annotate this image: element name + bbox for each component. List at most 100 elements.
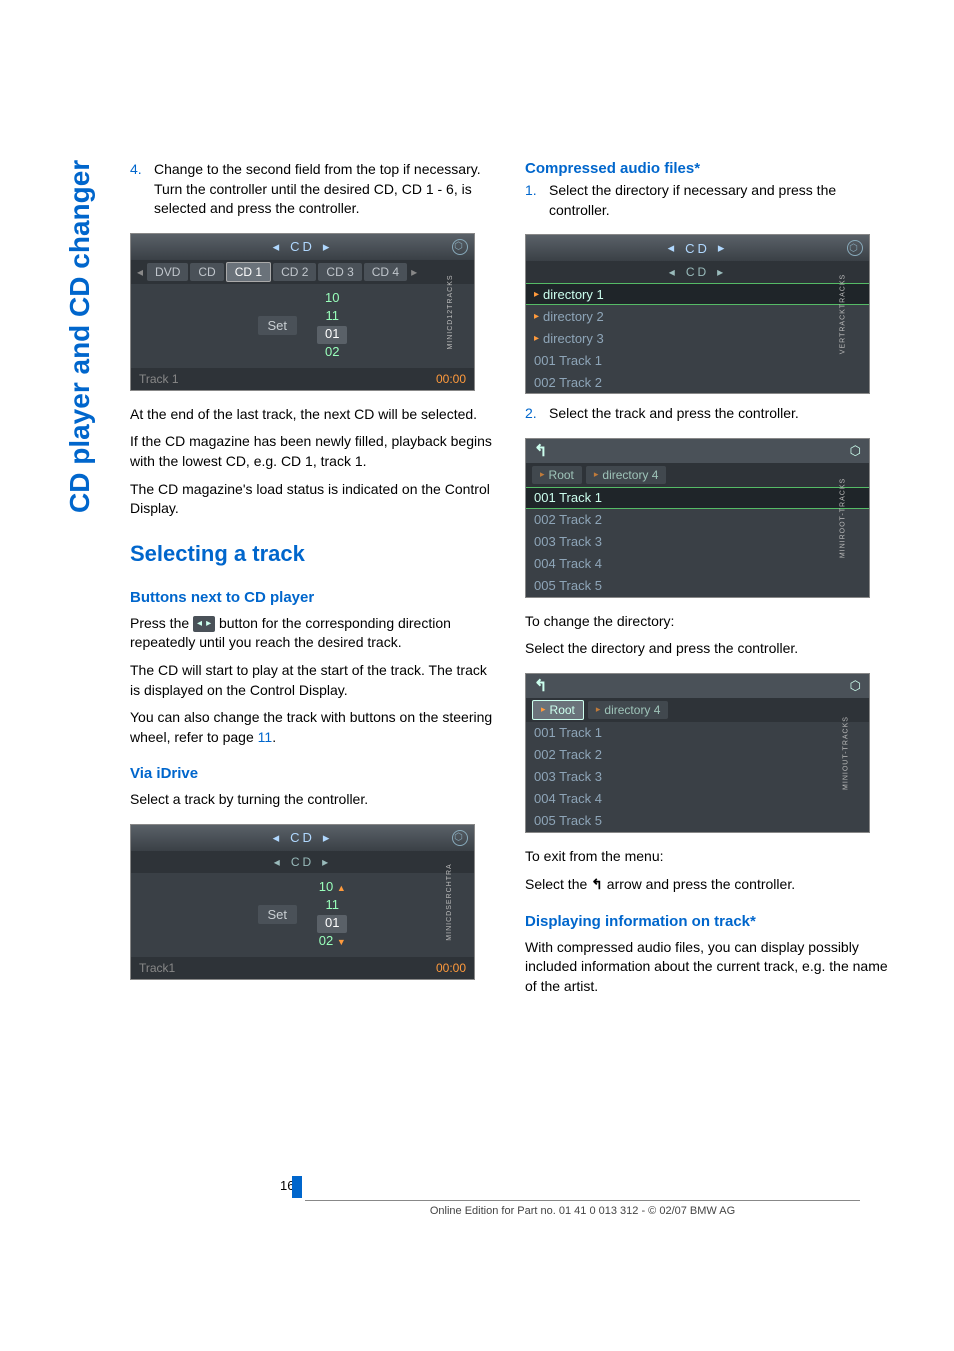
row-label: 003 Track 3: [534, 769, 602, 784]
chevron-icon: ▸: [534, 333, 539, 344]
arrow-right-icon: ▸: [717, 265, 726, 279]
back-arrow-icon: ↰: [534, 676, 547, 696]
page-content: 4. Change to the second field from the t…: [130, 160, 890, 1000]
row-label: 002 Track 2: [534, 375, 602, 390]
text-fragment: .: [272, 729, 276, 745]
arrow-left-icon: ◂: [668, 240, 678, 256]
back-arrow-icon: ↰: [534, 441, 547, 461]
arrow-left-icon: ◂: [273, 239, 283, 255]
display-subheader: ◂ CD ▸: [526, 261, 869, 283]
chevron-icon: ▸: [534, 289, 539, 300]
list-row: 002 Track 2: [526, 371, 869, 393]
text-fragment: Select the: [525, 876, 591, 892]
crumb-label: directory 4: [604, 703, 660, 717]
breadcrumb: ▸Root ▸directory 4: [526, 698, 869, 722]
info-icon: ⬡: [452, 239, 468, 255]
info-icon: ⬡: [452, 830, 468, 846]
chevron-icon: ▸: [596, 704, 601, 715]
list-row-selected: 001 Track 1: [526, 487, 869, 509]
crumb-label: Root: [550, 703, 575, 717]
para-exit2: Select the ↰ arrow and press the control…: [525, 875, 890, 895]
page-ref-link[interactable]: 11: [258, 729, 273, 745]
list-row: 003 Track 3: [526, 766, 869, 788]
tab-next-icon: ▸: [409, 263, 419, 281]
para-steering-wheel: You can also change the track with butto…: [130, 708, 495, 747]
arrow-right-icon: ▸: [718, 240, 728, 256]
step-text: Change to the second field from the top …: [154, 160, 495, 219]
para-newly-filled: If the CD magazine has been newly filled…: [130, 432, 495, 471]
section-tab: CD player and CD changer: [62, 160, 98, 660]
step-4: 4. Change to the second field from the t…: [130, 160, 495, 219]
tab-cd4: CD 4: [364, 263, 407, 281]
step-number: 1.: [525, 181, 549, 220]
track-num-selected: 01: [317, 915, 347, 933]
track-list: 001 Track 1 002 Track 2 003 Track 3 004 …: [526, 487, 869, 597]
display-directory-list: ◂ CD ▸ ⬡ ◂ CD ▸ ▸directory 1 ▸directory …: [525, 234, 870, 394]
row-label: 003 Track 3: [534, 534, 602, 549]
row-label: directory 3: [543, 331, 604, 346]
para-select-track: Select a track by turning the controller…: [130, 790, 495, 810]
step-text: Select the directory if necessary and pr…: [549, 181, 890, 220]
list-row: 005 Track 5: [526, 575, 869, 597]
figure-code: MINIROOT-TRACKS: [839, 478, 846, 558]
text-fragment: You can also change the track with butto…: [130, 709, 492, 745]
row-label: 002 Track 2: [534, 747, 602, 762]
text-fragment: arrow and press the controller.: [603, 876, 795, 892]
crumb-root: ▸Root: [532, 466, 582, 484]
display-title: CD: [290, 239, 315, 254]
crumb-directory: ▸directory 4: [588, 701, 669, 719]
track-num: 11: [326, 897, 340, 915]
list-row: ▸directory 2: [526, 305, 869, 327]
arrow-left-icon: ◂: [274, 855, 283, 869]
up-arrow-icon: ▲: [337, 883, 346, 893]
set-label: Set: [258, 905, 298, 924]
display-header: ◂ CD ▸ ⬡: [526, 235, 869, 261]
track-num: 11: [326, 308, 340, 326]
row-label: 001 Track 1: [534, 490, 602, 505]
info-icon: ⬡: [850, 443, 861, 459]
figure-code: MINICD12TRACKS: [447, 274, 454, 349]
back-row: ↰ ⬡: [526, 674, 869, 698]
track-numbers: 10 ▲ 11 01 02 ▼: [317, 879, 347, 951]
row-label: 001 Track 1: [534, 725, 602, 740]
set-label: Set: [258, 316, 298, 335]
tab-dvd: DVD: [147, 263, 188, 281]
right-column: Compressed audio files* 1. Select the di…: [525, 160, 890, 1000]
back-arrow-icon: ↰: [591, 875, 603, 895]
tab-cd1: CD 1: [226, 262, 271, 282]
chevron-icon: ▸: [541, 704, 546, 715]
row-label: 004 Track 4: [534, 791, 602, 806]
display-cd-changer: ◂ CD ▸ ⬡ ◂ DVD CD CD 1 CD 2 CD 3 CD 4 ▸ …: [130, 233, 475, 391]
arrow-left-icon: ◂: [669, 265, 678, 279]
crumb-root-selected: ▸ Root: [532, 700, 584, 720]
step-text: Select the track and press the controlle…: [549, 404, 890, 424]
heading-display-info: Displaying information on track*: [525, 913, 890, 930]
footer-copyright: Online Edition for Part no. 01 41 0 013 …: [305, 1200, 860, 1217]
para-display-info: With compressed audio files, you can dis…: [525, 938, 890, 997]
row-label: 005 Track 5: [534, 813, 602, 828]
display-subheader: ◂ CD ▸: [131, 851, 474, 873]
cd-tabs: ◂ DVD CD CD 1 CD 2 CD 3 CD 4 ▸: [131, 260, 474, 284]
list-row: 001 Track 1: [526, 349, 869, 371]
list-row: 001 Track 1: [526, 722, 869, 744]
track-num-selected: 01: [317, 326, 347, 344]
track-grid: Set 10 ▲ 11 01 02 ▼: [131, 873, 474, 957]
row-label: 005 Track 5: [534, 578, 602, 593]
track-list: 001 Track 1 002 Track 2 003 Track 3 004 …: [526, 722, 869, 832]
step-number: 4.: [130, 160, 154, 219]
heading-via-idrive: Via iDrive: [130, 765, 495, 782]
heading-selecting-track: Selecting a track: [130, 541, 495, 567]
list-row: 003 Track 3: [526, 531, 869, 553]
para-change-dir1: To change the directory:: [525, 612, 890, 632]
sub-label: CD: [686, 265, 709, 279]
track-num: 02 ▼: [319, 933, 346, 951]
arrow-left-icon: ◂: [273, 830, 283, 846]
step-number: 2.: [525, 404, 549, 424]
arrow-right-icon: ▸: [322, 855, 331, 869]
directory-list: ▸directory 1 ▸directory 2 ▸directory 3 0…: [526, 283, 869, 393]
heading-compressed-audio: Compressed audio files*: [525, 160, 890, 177]
figure-code: VERTRACKTRACKS: [839, 274, 846, 354]
back-row: ↰ ⬡: [526, 439, 869, 463]
para-exit1: To exit from the menu:: [525, 847, 890, 867]
display-footer: Track1 00:00: [131, 957, 474, 979]
